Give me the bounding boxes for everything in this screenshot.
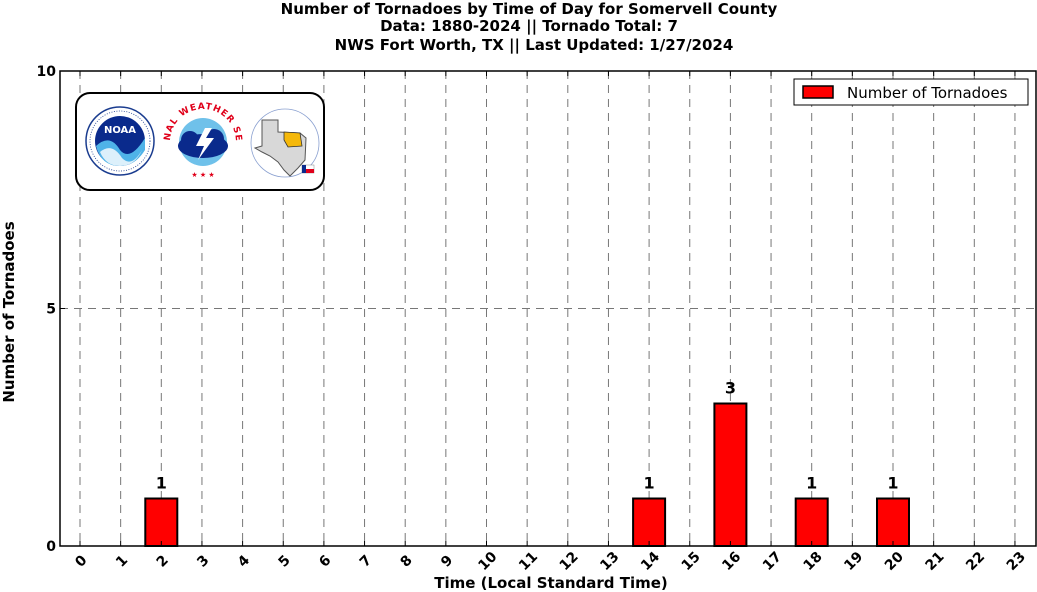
x-tick-label: 1 xyxy=(113,552,131,570)
x-tick-label: 19 xyxy=(841,549,866,574)
texas-map-icon xyxy=(250,108,320,178)
y-tick-labels: 0 5 10 xyxy=(37,64,57,555)
x-tick-label: 20 xyxy=(882,549,907,574)
bar xyxy=(632,497,667,547)
noaa-logo-text: NOAA xyxy=(104,125,136,136)
bar-value-label: 1 xyxy=(887,474,898,493)
x-tick-label: 2 xyxy=(154,552,172,570)
chart-title-line-1: Number of Tornadoes by Time of Day for S… xyxy=(281,0,778,18)
legend-swatch xyxy=(802,85,834,99)
x-tick-label: 16 xyxy=(719,549,744,574)
x-tick-label: 23 xyxy=(1004,549,1029,574)
legend-label: Number of Tornadoes xyxy=(847,84,1008,102)
x-tick-label: 5 xyxy=(276,552,294,570)
x-tick-label: 6 xyxy=(316,552,334,570)
x-tick-label: 22 xyxy=(963,549,988,574)
y-tick-label: 0 xyxy=(46,539,56,555)
x-tick-label: 4 xyxy=(235,552,253,570)
bar-value-label: 1 xyxy=(156,474,167,493)
svg-text:★ ★ ★: ★ ★ ★ xyxy=(191,171,214,179)
x-tick-label: 7 xyxy=(357,552,375,570)
x-tick-label: 14 xyxy=(638,549,663,574)
x-tick-label: 17 xyxy=(760,549,785,574)
x-tick-label: 21 xyxy=(923,549,948,574)
x-tick-label: 3 xyxy=(194,552,212,570)
x-tick-label: 11 xyxy=(516,549,541,574)
x-tick-label: 8 xyxy=(398,552,416,570)
y-tick-label: 10 xyxy=(37,64,57,80)
bar-value-label: 3 xyxy=(725,379,736,398)
x-tick-label: 12 xyxy=(557,549,582,574)
x-tick-label: 13 xyxy=(597,549,622,574)
axis-ticks xyxy=(60,70,1016,547)
bar-value-label: 1 xyxy=(644,474,655,493)
x-tick-label: 10 xyxy=(475,549,500,574)
x-axis-label: Time (Local Standard Time) xyxy=(434,574,668,592)
x-tick-labels: 0 1 2 3 4 5 6 7 8 9 10 11 12 13 14 15 16 17 18 19 20 21 22 23 xyxy=(72,549,1029,574)
y-tick-label: 5 xyxy=(46,302,56,318)
noaa-logo-icon: NOAA xyxy=(85,106,155,176)
chart-title: Number of Tornadoes by Time of Day for S… xyxy=(281,0,778,55)
x-tick-label: 18 xyxy=(801,549,826,574)
x-tick-label: 15 xyxy=(679,549,704,574)
y-axis-label: Number of Tornadoes xyxy=(0,221,18,402)
bar xyxy=(794,497,829,547)
data-labels: 1 1 3 1 1 xyxy=(156,379,899,493)
x-tick-label: 0 xyxy=(72,552,90,570)
chart-title-line-2: Data: 1880-2024 || Tornado Total: 7 xyxy=(380,17,678,36)
bar-value-label: 1 xyxy=(806,474,817,493)
bar xyxy=(144,497,179,547)
x-tick-label: 9 xyxy=(438,552,456,570)
chart-title-line-3: NWS Fort Worth, TX || Last Updated: 1/27… xyxy=(335,36,734,55)
legend: Number of Tornadoes xyxy=(793,78,1029,106)
bar xyxy=(876,497,910,547)
bar xyxy=(713,402,748,547)
agency-logos: NOAA NATIONAL WEATHER SERVICE ★ ★ ★ xyxy=(0,0,325,191)
